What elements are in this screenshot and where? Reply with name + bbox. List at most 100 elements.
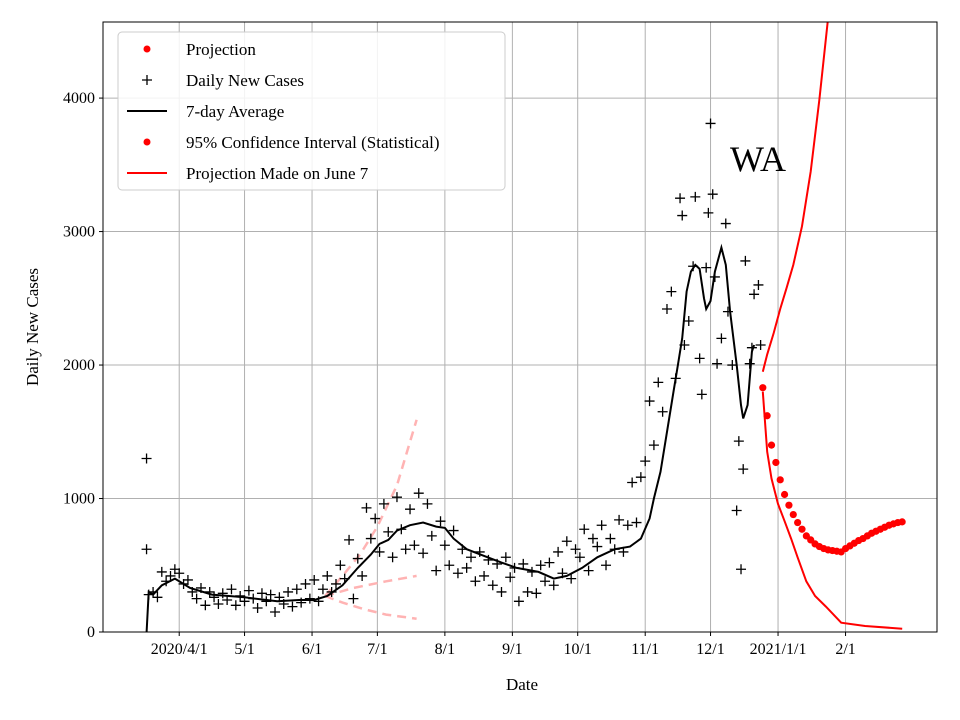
y-tick-label: 1000 bbox=[63, 491, 95, 508]
daily-case-point bbox=[387, 552, 398, 563]
daily-case-point bbox=[422, 498, 433, 509]
y-axis-label: Daily New Cases bbox=[23, 268, 42, 386]
daily-case-point bbox=[413, 488, 424, 499]
daily-case-point bbox=[500, 552, 511, 563]
daily-case-point bbox=[727, 360, 738, 371]
daily-case-point bbox=[152, 592, 163, 603]
daily-case-point bbox=[605, 533, 616, 544]
legend-dot-icon bbox=[143, 45, 151, 53]
daily-case-point bbox=[622, 520, 633, 531]
daily-case-point bbox=[461, 562, 472, 573]
daily-case-point bbox=[653, 377, 664, 388]
daily-case-point bbox=[479, 570, 490, 581]
daily-case-point bbox=[574, 552, 585, 563]
daily-case-point bbox=[535, 560, 546, 571]
daily-case-point bbox=[230, 600, 241, 611]
daily-case-point bbox=[309, 574, 320, 585]
projection-point bbox=[759, 384, 767, 392]
daily-case-point bbox=[738, 464, 749, 475]
plot-marks bbox=[141, 22, 906, 632]
daily-case-point bbox=[300, 578, 311, 589]
x-tick-label: 2/1 bbox=[835, 641, 855, 658]
daily-case-point bbox=[370, 513, 381, 524]
daily-case-point bbox=[374, 546, 385, 557]
daily-case-point bbox=[640, 456, 651, 467]
legend-plus-icon bbox=[142, 75, 152, 85]
projection-point bbox=[898, 518, 906, 526]
daily-case-point bbox=[156, 566, 167, 577]
daily-case-point bbox=[169, 564, 180, 575]
x-tick-label: 7/1 bbox=[367, 641, 387, 658]
daily-case-point bbox=[690, 191, 701, 202]
daily-case-point bbox=[666, 286, 677, 297]
daily-case-point bbox=[383, 526, 394, 537]
daily-case-point bbox=[587, 533, 598, 544]
y-tick-label: 2000 bbox=[63, 357, 95, 374]
legend-label: Projection Made on June 7 bbox=[186, 164, 369, 183]
projection-point bbox=[794, 518, 802, 527]
projection-point bbox=[776, 476, 784, 484]
y-tick-label: 4000 bbox=[63, 90, 95, 107]
june7-projection-upper-line bbox=[324, 419, 418, 597]
legend-label: Projection bbox=[186, 40, 256, 59]
x-tick-label: 11/1 bbox=[631, 641, 659, 658]
daily-case-point bbox=[304, 593, 315, 604]
x-axis-label: Date bbox=[506, 675, 538, 694]
projection-point bbox=[763, 412, 771, 420]
daily-case-point bbox=[540, 576, 551, 587]
daily-case-point bbox=[270, 606, 281, 617]
daily-case-point bbox=[592, 541, 603, 552]
x-tick-label: 9/1 bbox=[502, 641, 522, 658]
daily-case-point bbox=[352, 553, 363, 564]
daily-case-point bbox=[505, 572, 516, 583]
x-tick-label: 2021/1/1 bbox=[750, 641, 807, 658]
legend-label: 7-day Average bbox=[186, 102, 284, 121]
daily-case-point bbox=[631, 517, 642, 528]
daily-case-point bbox=[400, 544, 411, 555]
daily-case-point bbox=[283, 586, 294, 597]
chart-title: WA bbox=[730, 139, 786, 179]
daily-case-point bbox=[431, 565, 442, 576]
daily-case-point bbox=[553, 546, 564, 557]
daily-case-point bbox=[531, 588, 542, 599]
daily-case-point bbox=[448, 525, 459, 536]
daily-case-point bbox=[243, 585, 254, 596]
x-tick-label: 5/1 bbox=[234, 641, 254, 658]
daily-case-point bbox=[418, 548, 429, 559]
daily-case-point bbox=[365, 533, 376, 544]
daily-case-point bbox=[579, 524, 590, 535]
x-tick-label: 6/1 bbox=[302, 641, 322, 658]
daily-case-point bbox=[755, 340, 766, 351]
daily-case-point bbox=[439, 540, 450, 551]
daily-case-point bbox=[330, 578, 341, 589]
daily-case-point bbox=[265, 589, 276, 600]
plot-frame bbox=[102, 21, 938, 633]
projection-point bbox=[780, 490, 789, 499]
legend-box bbox=[117, 31, 506, 191]
projection-point bbox=[789, 510, 797, 519]
x-tick-label: 8/1 bbox=[435, 641, 455, 658]
x-tick-label: 12/1 bbox=[696, 641, 724, 658]
y-tick-label: 0 bbox=[87, 624, 95, 641]
daily-case-point bbox=[444, 560, 455, 571]
daily-case-point bbox=[627, 477, 638, 488]
daily-case-point bbox=[544, 557, 555, 568]
daily-case-point bbox=[348, 593, 359, 604]
daily-case-point bbox=[252, 602, 263, 613]
daily-case-point bbox=[733, 436, 744, 447]
daily-case-point bbox=[344, 534, 355, 545]
daily-case-point bbox=[675, 193, 686, 204]
daily-case-point bbox=[753, 279, 764, 290]
daily-case-point bbox=[141, 453, 152, 464]
daily-case-point bbox=[722, 306, 733, 317]
legend: Projection Daily New Cases 7-day Average 95… bbox=[117, 31, 506, 191]
daily-case-point bbox=[644, 396, 655, 407]
axis-ticks: 2020/4/1 5/1 6/1 7/1 8/1 9/1 10/1 11/1 12/1 2021/… bbox=[63, 90, 856, 658]
daily-case-point bbox=[583, 565, 594, 576]
daily-case-point bbox=[661, 303, 672, 314]
daily-case-point bbox=[256, 588, 267, 599]
daily-case-point bbox=[716, 333, 727, 344]
daily-case-point bbox=[740, 255, 751, 266]
x-tick-label: 2020/4/1 bbox=[151, 641, 208, 658]
